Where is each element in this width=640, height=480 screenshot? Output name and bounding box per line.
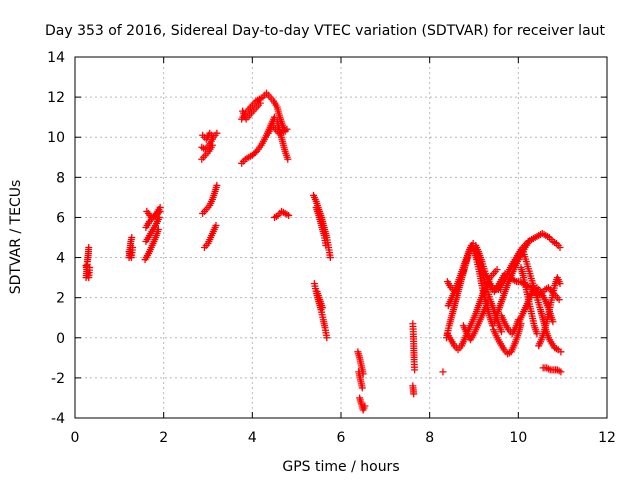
- data-point: [323, 334, 331, 342]
- data-point: [285, 211, 293, 219]
- data-point: [555, 367, 563, 375]
- y-axis-label: SDTVAR / TECUs: [8, 180, 24, 295]
- y-tick-label: 2: [56, 291, 65, 307]
- chart-title: Day 353 of 2016, Sidereal Day-to-day VTE…: [45, 23, 606, 39]
- x-tick-label: 4: [248, 430, 257, 446]
- data-point: [493, 266, 501, 274]
- x-tick-label: 12: [598, 430, 616, 446]
- y-tick-label: 6: [56, 210, 65, 226]
- x-tick-label: 10: [509, 430, 527, 446]
- y-tick-label: -4: [51, 411, 65, 427]
- x-tick-label: 8: [425, 430, 434, 446]
- data-point: [556, 280, 564, 288]
- data-point: [533, 330, 541, 338]
- y-tick-label: 4: [56, 251, 65, 267]
- plot-frame: [74, 56, 608, 419]
- data-point: [318, 304, 326, 312]
- data-point: [86, 264, 94, 272]
- y-tick-label: 14: [47, 50, 65, 66]
- data-point: [557, 348, 565, 356]
- data-point: [155, 209, 163, 217]
- y-tick-label: 10: [47, 130, 65, 146]
- data-point: [129, 244, 137, 252]
- data-point: [213, 181, 221, 189]
- grid: [75, 57, 607, 418]
- axis-ticks: 0 2 4 6 8 10 12 -4 -2 0 2 4 6 8 10 12 14: [47, 50, 616, 446]
- x-tick-label: 2: [159, 430, 168, 446]
- data-point: [326, 254, 334, 262]
- data-point: [556, 244, 564, 252]
- y-tick-label: 12: [47, 90, 65, 106]
- data-point: [283, 125, 291, 133]
- data-point: [411, 366, 419, 374]
- data-point: [322, 242, 330, 250]
- data-point: [410, 390, 418, 398]
- y-tick-label: 0: [56, 331, 65, 347]
- data-point: [256, 99, 264, 107]
- data-point: [489, 322, 497, 330]
- data-point: [156, 207, 164, 215]
- data-point: [501, 270, 509, 278]
- data-point: [361, 402, 369, 410]
- data-point: [484, 298, 492, 306]
- data-point: [544, 365, 552, 373]
- y-tick-label: -2: [51, 371, 65, 387]
- data-point: [128, 234, 136, 241]
- data-point: [514, 316, 522, 324]
- data-point: [525, 238, 533, 246]
- data-point: [85, 244, 93, 252]
- data-point: [212, 221, 220, 229]
- data-point: [439, 368, 447, 376]
- data-point: [557, 368, 565, 376]
- data-point: [213, 129, 221, 137]
- data-series-sdtvar: [82, 89, 565, 414]
- data-point: [555, 296, 563, 304]
- x-tick-label: 6: [337, 430, 346, 446]
- data-point: [358, 384, 366, 392]
- data-point: [549, 318, 557, 326]
- x-tick-label: 0: [71, 430, 80, 446]
- x-axis-label: GPS time / hours: [282, 459, 399, 475]
- y-tick-label: 8: [56, 170, 65, 186]
- data-point: [497, 328, 505, 336]
- data-point: [284, 155, 292, 163]
